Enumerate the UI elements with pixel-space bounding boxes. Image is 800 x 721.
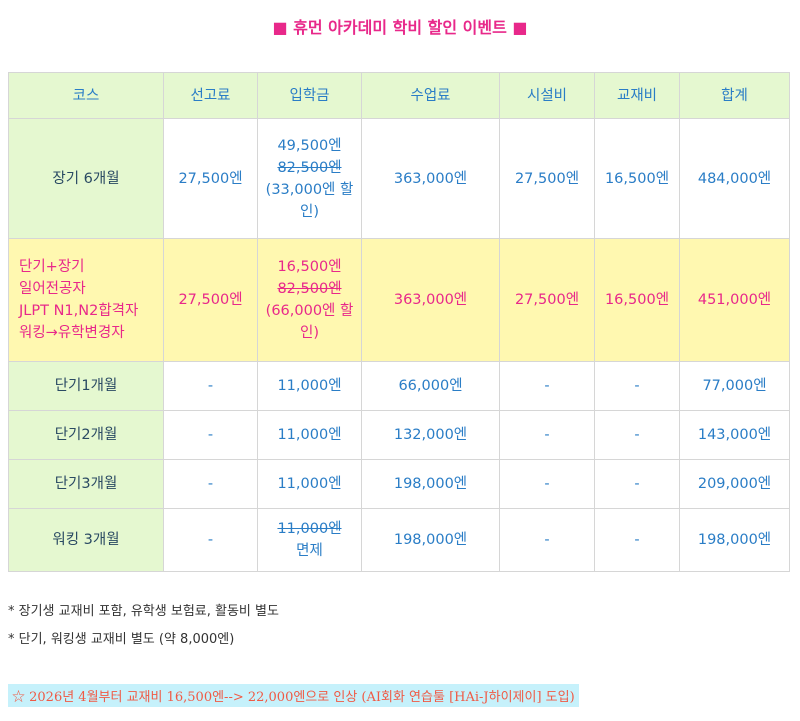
total-cell: 484,000엔: [679, 118, 790, 239]
header-course: 코스: [8, 72, 164, 119]
total-cell: 77,000엔: [679, 361, 790, 411]
admission-original-price: 82,500엔: [277, 281, 342, 297]
course-name: 단기+장기 일어전공자 JLPT N1,N2합격자 워킹→유학변경자: [8, 238, 164, 362]
admission-cell: 49,500엔 82,500엔 (33,000엔 할인): [257, 118, 362, 239]
materials-cell: -: [594, 459, 680, 509]
exam-fee-cell: -: [163, 508, 258, 572]
table-row: 단기2개월 - 11,000엔 132,000엔 - - 143,000엔: [8, 410, 790, 460]
admission-discount: (66,000엔 할인): [265, 303, 354, 341]
admission-price: 49,500엔: [277, 137, 342, 154]
total-cell: 143,000엔: [679, 410, 790, 460]
header-tuition: 수업료: [361, 72, 500, 119]
materials-cell: -: [594, 508, 680, 572]
tuition-cell: 132,000엔: [361, 410, 500, 460]
header-materials: 교재비: [594, 72, 680, 119]
table-row-highlighted: 단기+장기 일어전공자 JLPT N1,N2합격자 워킹→유학변경자 27,50…: [8, 238, 790, 362]
admission-original-price: 11,000엔: [277, 521, 342, 537]
facility-cell: -: [499, 508, 595, 572]
materials-cell: 16,500엔: [594, 238, 680, 362]
course-line: JLPT N1,N2합격자: [19, 303, 139, 319]
exam-fee-cell: -: [163, 410, 258, 460]
tuition-cell: 363,000엔: [361, 118, 500, 239]
facility-cell: -: [499, 459, 595, 509]
admission-discount: (33,000엔 할인): [265, 181, 354, 220]
total-cell: 451,000엔: [679, 238, 790, 362]
exam-fee-cell: 27,500엔: [163, 118, 258, 239]
header-total: 합계: [679, 72, 790, 119]
course-name: 단기1개월: [8, 361, 164, 411]
admission-price: 16,500엔: [277, 259, 342, 275]
facility-cell: -: [499, 410, 595, 460]
course-name: 단기2개월: [8, 410, 164, 460]
page-title: ■ 휴먼 아카데미 학비 할인 이벤트 ■: [272, 18, 528, 37]
admission-waived-note: 면제: [296, 543, 323, 559]
table-row: 단기3개월 - 11,000엔 198,000엔 - - 209,000엔: [8, 459, 790, 509]
exam-fee-cell: -: [163, 459, 258, 509]
total-cell: 198,000엔: [679, 508, 790, 572]
course-line: 단기+장기: [19, 259, 85, 275]
facility-cell: -: [499, 361, 595, 411]
facility-cell: 27,500엔: [499, 238, 595, 362]
admission-cell: 11,000엔: [257, 361, 362, 411]
tuition-cell: 66,000엔: [361, 361, 500, 411]
course-name: 장기 6개월: [8, 118, 164, 239]
table-header-row: 코스 선고료 입학금 수업료 시설비 교재비 합계: [8, 72, 790, 119]
admission-original-price: 82,500엔: [277, 159, 342, 176]
footnote: * 단기, 워킹생 교재비 별도 (약 8,000엔): [8, 632, 235, 647]
tuition-cell: 363,000엔: [361, 238, 500, 362]
exam-fee-cell: 27,500엔: [163, 238, 258, 362]
admission-cell: 16,500엔 82,500엔 (66,000엔 할인): [257, 238, 362, 362]
course-name: 단기3개월: [8, 459, 164, 509]
footnote: * 장기생 교재비 포함, 유학생 보험료, 활동비 별도: [8, 604, 279, 619]
price-increase-notice: ☆ 2026년 4월부터 교재비 16,500엔--> 22,000엔으로 인상…: [8, 684, 579, 707]
table-row: 단기1개월 - 11,000엔 66,000엔 - - 77,000엔: [8, 361, 790, 411]
materials-cell: -: [594, 410, 680, 460]
footnotes: * 장기생 교재비 포함, 유학생 보험료, 활동비 별도 * 단기, 워킹생 …: [8, 600, 279, 656]
facility-cell: 27,500엔: [499, 118, 595, 239]
admission-cell: 11,000엔 면제: [257, 508, 362, 572]
total-cell: 209,000엔: [679, 459, 790, 509]
table-row: 장기 6개월 27,500엔 49,500엔 82,500엔 (33,000엔 …: [8, 118, 790, 239]
header-facility: 시설비: [499, 72, 595, 119]
materials-cell: -: [594, 361, 680, 411]
admission-cell: 11,000엔: [257, 410, 362, 460]
header-exam-fee: 선고료: [163, 72, 258, 119]
course-line: 워킹→유학변경자: [19, 325, 125, 341]
admission-cell: 11,000엔: [257, 459, 362, 509]
course-name: 워킹 3개월: [8, 508, 164, 572]
table-row: 워킹 3개월 - 11,000엔 면제 198,000엔 - - 198,000…: [8, 508, 790, 572]
tuition-cell: 198,000엔: [361, 459, 500, 509]
header-admission: 입학금: [257, 72, 362, 119]
exam-fee-cell: -: [163, 361, 258, 411]
tuition-table: 코스 선고료 입학금 수업료 시설비 교재비 합계 장기 6개월 27,500엔…: [8, 72, 790, 572]
materials-cell: 16,500엔: [594, 118, 680, 239]
course-line: 일어전공자: [19, 281, 86, 297]
tuition-cell: 198,000엔: [361, 508, 500, 572]
